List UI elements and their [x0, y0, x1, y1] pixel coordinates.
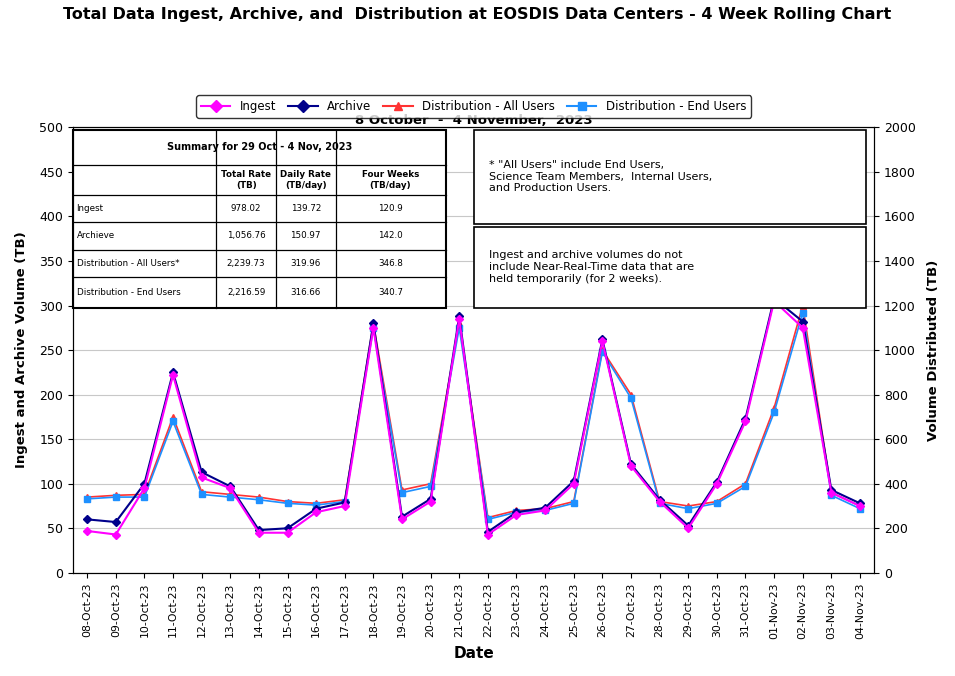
Legend: Ingest, Archive, Distribution - All Users, Distribution - End Users: Ingest, Archive, Distribution - All User… [196, 95, 751, 118]
X-axis label: Date: Date [454, 646, 494, 661]
Title: 8 October  -  4 November,  2023: 8 October - 4 November, 2023 [354, 114, 592, 127]
Y-axis label: Ingest and Archive Volume (TB): Ingest and Archive Volume (TB) [15, 232, 28, 468]
Y-axis label: Volume Distributed (TB): Volume Distributed (TB) [927, 260, 940, 441]
Text: Total Data Ingest, Archive, and  Distribution at EOSDIS Data Centers - 4 Week Ro: Total Data Ingest, Archive, and Distribu… [63, 7, 892, 22]
